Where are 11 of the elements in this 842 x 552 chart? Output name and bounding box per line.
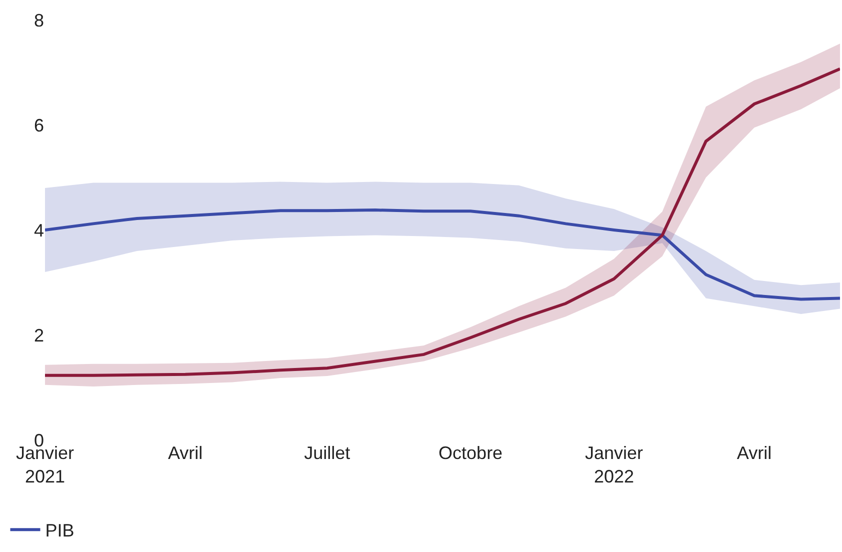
legend-label: PIB [45,520,74,541]
x-tick-label: Janvier 2022 [584,443,643,486]
y-tick-label: 2 [34,325,44,346]
x-tick-label: Juillet [304,443,350,463]
x-tick-label: Avril [168,443,203,463]
line-series [45,208,840,301]
y-tick-label: 6 [34,115,44,136]
y-tick-label: 4 [34,220,44,240]
x-tick-label: Avril [736,443,772,463]
x-tick-label: Octobre [438,443,503,463]
y-tick-label: 8 [34,10,44,30]
